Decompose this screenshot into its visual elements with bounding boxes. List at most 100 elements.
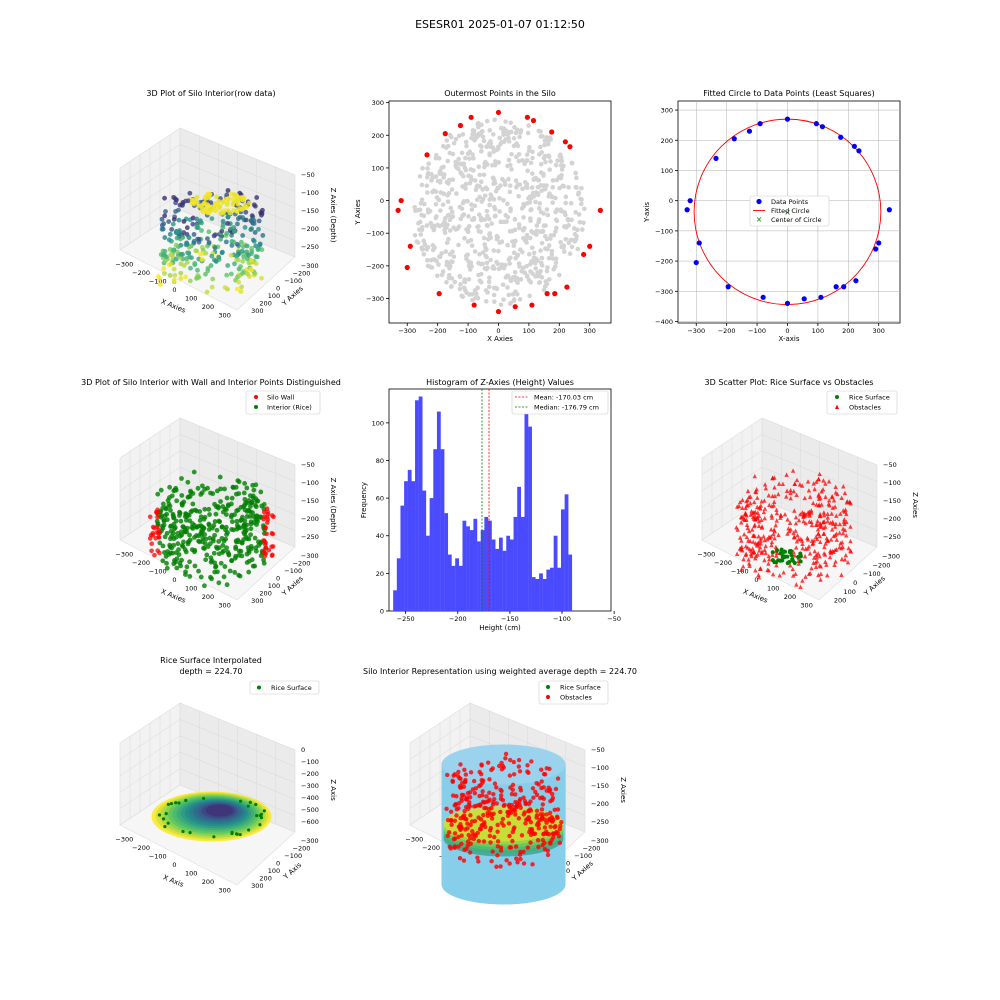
legend-frame: [538, 680, 609, 705]
legend-frame: [245, 390, 321, 415]
data-marker: [823, 494, 828, 499]
x-tick-label: −100: [748, 327, 766, 335]
data-marker: [784, 488, 790, 493]
inner-point: [560, 183, 566, 189]
data-point: [186, 198, 191, 204]
data-point: [468, 813, 473, 818]
data-marker: [744, 503, 750, 508]
inner-point: [516, 193, 521, 199]
data-point: [207, 541, 213, 547]
x-tick-label: 100: [185, 295, 197, 303]
inner-point: [531, 250, 537, 256]
data-point: [229, 519, 235, 525]
data-point: [853, 278, 859, 284]
inner-point: [531, 177, 537, 182]
data-point: [731, 136, 737, 142]
inner-point: [539, 255, 545, 261]
data-point: [228, 271, 234, 277]
data-point: [713, 155, 719, 161]
histogram-bar: [444, 513, 449, 611]
y-axis-label: Y Axis: [281, 861, 303, 882]
inner-point: [563, 236, 569, 242]
data-point: [246, 548, 252, 554]
inner-point: [473, 296, 478, 301]
inner-point: [437, 254, 442, 259]
inner-point: [518, 128, 524, 133]
y-tick-label: −400: [655, 318, 673, 326]
y-tick-label: −200: [873, 561, 891, 569]
data-point: [220, 218, 226, 224]
data-point: [534, 813, 540, 818]
inner-point: [475, 224, 480, 230]
inner-point: [524, 232, 530, 238]
data-point: [203, 271, 208, 277]
y-tick-label: 0: [380, 197, 384, 205]
rice-point: [770, 558, 775, 563]
inner-point: [439, 272, 445, 278]
wall-point: [149, 541, 155, 547]
data-point: [185, 512, 191, 518]
rice-point: [259, 815, 264, 820]
inner-point: [565, 216, 571, 222]
data-point: [218, 560, 224, 566]
data-marker: [826, 479, 832, 484]
data-point: [184, 231, 190, 237]
inner-point: [536, 219, 541, 225]
x-tick-label: 0: [172, 576, 176, 584]
histogram-bar: [520, 516, 525, 611]
data-marker: [735, 527, 740, 532]
data-marker: [755, 510, 760, 515]
inner-point: [536, 206, 542, 211]
data-point: [189, 508, 195, 514]
inner-point: [507, 229, 513, 234]
data-point: [183, 274, 189, 280]
data-point: [168, 261, 174, 267]
data-marker: [752, 533, 757, 539]
inner-point: [524, 152, 530, 157]
y-tick-label: −300: [655, 288, 673, 296]
data-point: [190, 221, 196, 227]
data-point: [468, 841, 473, 846]
data-point: [547, 766, 552, 772]
inner-point: [521, 265, 526, 271]
x-tick-label: 200: [202, 303, 214, 311]
data-point: [746, 128, 753, 134]
data-marker: [766, 493, 771, 498]
x-axis-label: X Axies: [160, 588, 187, 605]
data-point: [534, 822, 540, 828]
z-tick-label: −100: [591, 764, 609, 772]
data-marker: [835, 491, 840, 497]
data-point: [542, 825, 548, 830]
data-point: [166, 237, 172, 243]
x-tick-label: −200: [429, 327, 447, 335]
data-point: [500, 797, 506, 803]
data-marker: [803, 574, 808, 579]
data-point: [195, 267, 200, 273]
inner-point: [439, 251, 444, 256]
data-point: [196, 523, 202, 529]
data-point: [529, 759, 534, 764]
data-point: [184, 241, 190, 247]
data-marker: [811, 555, 817, 560]
data-point: [459, 841, 464, 847]
data-point: [528, 832, 534, 838]
inner-point: [419, 212, 424, 218]
data-point: [540, 812, 546, 817]
data-marker: [819, 489, 824, 494]
inner-point: [538, 260, 544, 266]
data-marker: [823, 541, 828, 546]
data-point: [235, 524, 241, 530]
data-marker: [825, 515, 831, 520]
inner-point: [558, 162, 564, 168]
inner-point: [443, 249, 449, 254]
legend-label: Data Points: [771, 198, 809, 206]
data-point: [550, 819, 555, 824]
panel-p1: −300−200−10001002003003002001000−100−200…: [115, 127, 337, 320]
data-point: [841, 284, 847, 290]
z-axis-label: Z Axis: [329, 779, 337, 801]
data-marker: [756, 574, 762, 580]
outer-point: [471, 302, 477, 308]
data-point: [192, 563, 198, 569]
data-marker: [833, 521, 839, 526]
data-marker: [821, 531, 826, 536]
